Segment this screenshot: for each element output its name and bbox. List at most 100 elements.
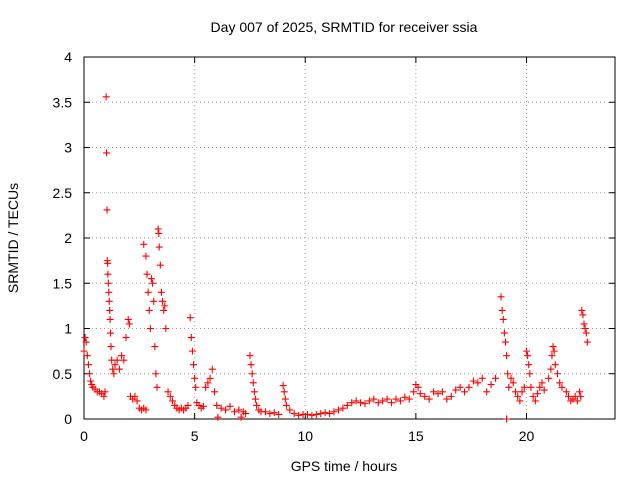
data-point xyxy=(86,370,94,378)
data-point xyxy=(365,397,373,405)
data-point xyxy=(483,388,491,396)
data-point xyxy=(80,347,88,355)
data-point xyxy=(261,408,269,416)
gridlines xyxy=(84,57,615,419)
data-point xyxy=(456,383,464,391)
data-point xyxy=(144,288,152,296)
data-point xyxy=(425,395,433,403)
y-tick-label: 2.5 xyxy=(53,185,73,201)
data-point xyxy=(583,338,591,346)
data-point xyxy=(529,392,537,400)
data-point xyxy=(507,374,515,382)
data-point xyxy=(421,392,429,400)
data-point xyxy=(208,365,216,373)
data-point xyxy=(155,243,163,251)
data-point xyxy=(580,320,588,328)
data-point xyxy=(105,288,113,296)
data-point xyxy=(153,383,161,391)
data-point xyxy=(499,315,507,323)
data-point xyxy=(534,390,542,398)
data-point xyxy=(242,410,250,418)
data-point xyxy=(492,374,500,382)
x-tick-label: 15 xyxy=(408,428,424,444)
data-point xyxy=(434,390,442,398)
data-point xyxy=(562,388,570,396)
data-point xyxy=(317,410,325,418)
data-point xyxy=(405,395,413,403)
data-point xyxy=(142,252,150,260)
data-point xyxy=(281,395,289,403)
data-point xyxy=(531,397,539,405)
data-point xyxy=(107,343,115,351)
data-point xyxy=(190,361,198,369)
data-point xyxy=(100,392,108,400)
data-point xyxy=(540,386,548,394)
data-point xyxy=(565,392,573,400)
data-point xyxy=(536,383,544,391)
data-point xyxy=(326,410,334,418)
data-point xyxy=(110,370,118,378)
x-tick-label: 10 xyxy=(297,428,313,444)
data-point xyxy=(124,315,132,323)
plot-frame xyxy=(83,56,616,420)
data-point xyxy=(106,315,114,323)
data-point xyxy=(330,408,338,416)
data-point xyxy=(133,397,141,405)
data-point xyxy=(505,383,513,391)
data-point xyxy=(103,206,111,214)
data-points xyxy=(80,93,591,423)
data-point xyxy=(147,275,155,283)
data-point xyxy=(214,413,222,421)
data-point xyxy=(290,410,298,418)
data-point xyxy=(558,383,566,391)
data-point xyxy=(501,338,509,346)
data-point xyxy=(509,379,517,387)
y-tick-label: 2 xyxy=(64,230,72,246)
data-point xyxy=(102,93,110,101)
data-point xyxy=(101,388,109,396)
data-point xyxy=(497,293,505,301)
data-point xyxy=(187,334,195,342)
data-point xyxy=(151,343,159,351)
data-point xyxy=(275,410,283,418)
data-point xyxy=(549,343,557,351)
data-point xyxy=(410,388,418,396)
data-point xyxy=(478,374,486,382)
data-point xyxy=(226,402,234,410)
data-point xyxy=(357,399,365,407)
data-point xyxy=(131,392,139,400)
data-point xyxy=(414,383,422,391)
y-tick-label: 3 xyxy=(64,140,72,156)
data-point xyxy=(527,383,535,391)
data-point xyxy=(280,388,288,396)
data-point xyxy=(191,374,199,382)
data-point xyxy=(361,400,369,408)
data-point xyxy=(577,392,585,400)
data-point xyxy=(348,399,356,407)
data-point xyxy=(401,393,409,401)
data-point xyxy=(416,390,424,398)
data-point xyxy=(438,388,446,396)
data-point xyxy=(465,383,473,391)
data-point xyxy=(156,261,164,269)
data-point xyxy=(548,352,556,360)
data-point xyxy=(113,356,121,364)
data-point xyxy=(188,347,196,355)
data-point xyxy=(430,388,438,396)
data-point xyxy=(118,352,126,360)
data-point xyxy=(516,397,524,405)
data-point xyxy=(166,392,174,400)
data-point xyxy=(251,395,259,403)
data-point xyxy=(111,361,119,369)
data-point xyxy=(576,388,584,396)
data-point xyxy=(159,297,167,305)
data-point xyxy=(295,411,303,419)
data-point xyxy=(321,409,329,417)
data-point xyxy=(474,379,482,387)
y-tick-label: 1.5 xyxy=(53,275,73,291)
data-point xyxy=(511,388,519,396)
data-point xyxy=(520,383,528,391)
data-point xyxy=(578,306,586,314)
data-point xyxy=(266,410,274,418)
